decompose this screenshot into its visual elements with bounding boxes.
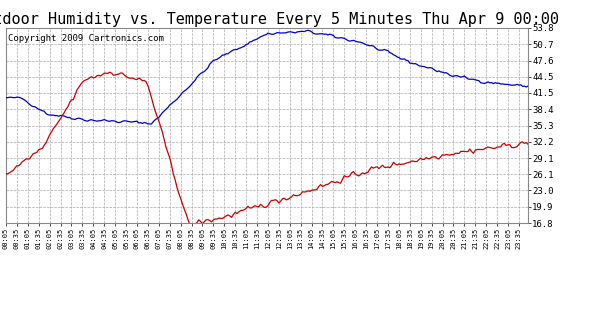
Text: Copyright 2009 Cartronics.com: Copyright 2009 Cartronics.com	[8, 34, 163, 43]
Title: Outdoor Humidity vs. Temperature Every 5 Minutes Thu Apr 9 00:00: Outdoor Humidity vs. Temperature Every 5…	[0, 12, 559, 27]
